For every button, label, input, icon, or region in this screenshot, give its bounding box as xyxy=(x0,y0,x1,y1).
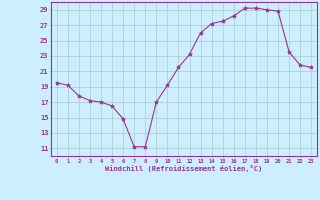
X-axis label: Windchill (Refroidissement éolien,°C): Windchill (Refroidissement éolien,°C) xyxy=(105,165,263,172)
